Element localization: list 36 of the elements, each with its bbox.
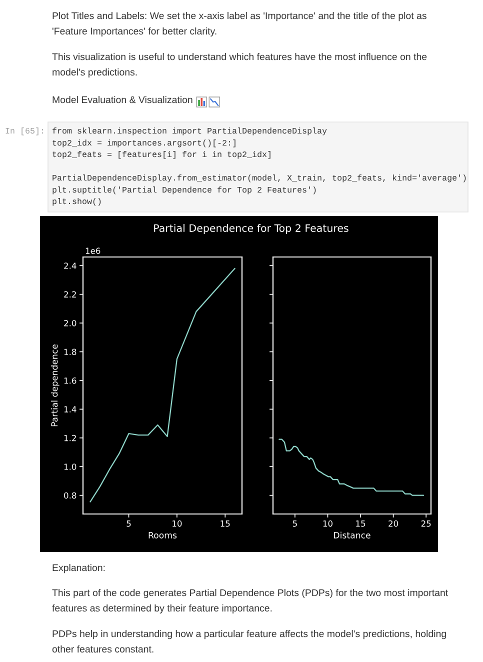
text: Model Evaluation & Visualization xyxy=(52,96,192,104)
x-axis-title: Rooms xyxy=(148,532,177,538)
y-tick-label: 2.0 xyxy=(64,320,76,326)
y-tick-label: 0.8 xyxy=(64,492,76,499)
text: Explanation: xyxy=(52,564,105,574)
text: This visualization is useful to understand which features have the most influence on the model's predictions. xyxy=(52,53,427,78)
text: This part of the code generates Partial Dependence Plots (PDPs) for the two most important features as determined by their feature importance. xyxy=(52,589,448,614)
x-tick-label: 10 xyxy=(172,520,182,527)
x-tick-label: 15 xyxy=(356,520,366,527)
text: top2_idx = importances.argsort()[-2:] xyxy=(52,140,236,148)
x-tick-label: 20 xyxy=(388,520,398,527)
y-tick-label: 1.6 xyxy=(64,377,76,384)
x-tick-label: 25 xyxy=(421,520,431,527)
text: from sklearn.inspection import PartialDependenceDisplay xyxy=(52,128,327,136)
text: PartialDependenceDisplay.from_estimator(model, X_train, top2_feats, kind='average') xyxy=(52,174,466,182)
text: PDPs help in understanding how a particular feature affects the model's predictions, holding other features constant. xyxy=(52,630,446,653)
y-tick-label: 1.8 xyxy=(64,348,76,356)
y-tick-label: 1.0 xyxy=(64,464,76,470)
x-axis-title: Distance xyxy=(334,532,370,538)
y-tick-label: 1.2 xyxy=(64,434,76,442)
y-tick-label: 2.4 xyxy=(64,262,76,269)
text: Plot Titles and Labels: We set the x-axis label as 'Importance' and the title of the plot as 'Feature Importances' for better clarity. xyxy=(52,12,426,36)
y-tick-label: 1.4 xyxy=(64,406,76,412)
y-axis-title: Partial dependence xyxy=(50,344,60,426)
text: 1e6 xyxy=(86,248,100,254)
text: top2_feats = [features[i] for i in top2_idx] xyxy=(52,151,270,159)
text: plt.show() xyxy=(52,198,101,206)
x-tick-label: 15 xyxy=(220,520,230,527)
y-tick-label: 2.2 xyxy=(64,291,76,298)
line-series xyxy=(90,268,236,502)
x-tick-label: 5 xyxy=(292,520,297,527)
text: plt.suptitle('Partial Dependence for Top 2 Features') xyxy=(52,186,316,194)
x-tick-label: 10 xyxy=(323,520,332,527)
x-tick-label: 5 xyxy=(126,520,131,527)
text: In [65]: xyxy=(6,128,43,136)
chart-title: Partial Dependence for Top 2 Features xyxy=(154,224,348,234)
